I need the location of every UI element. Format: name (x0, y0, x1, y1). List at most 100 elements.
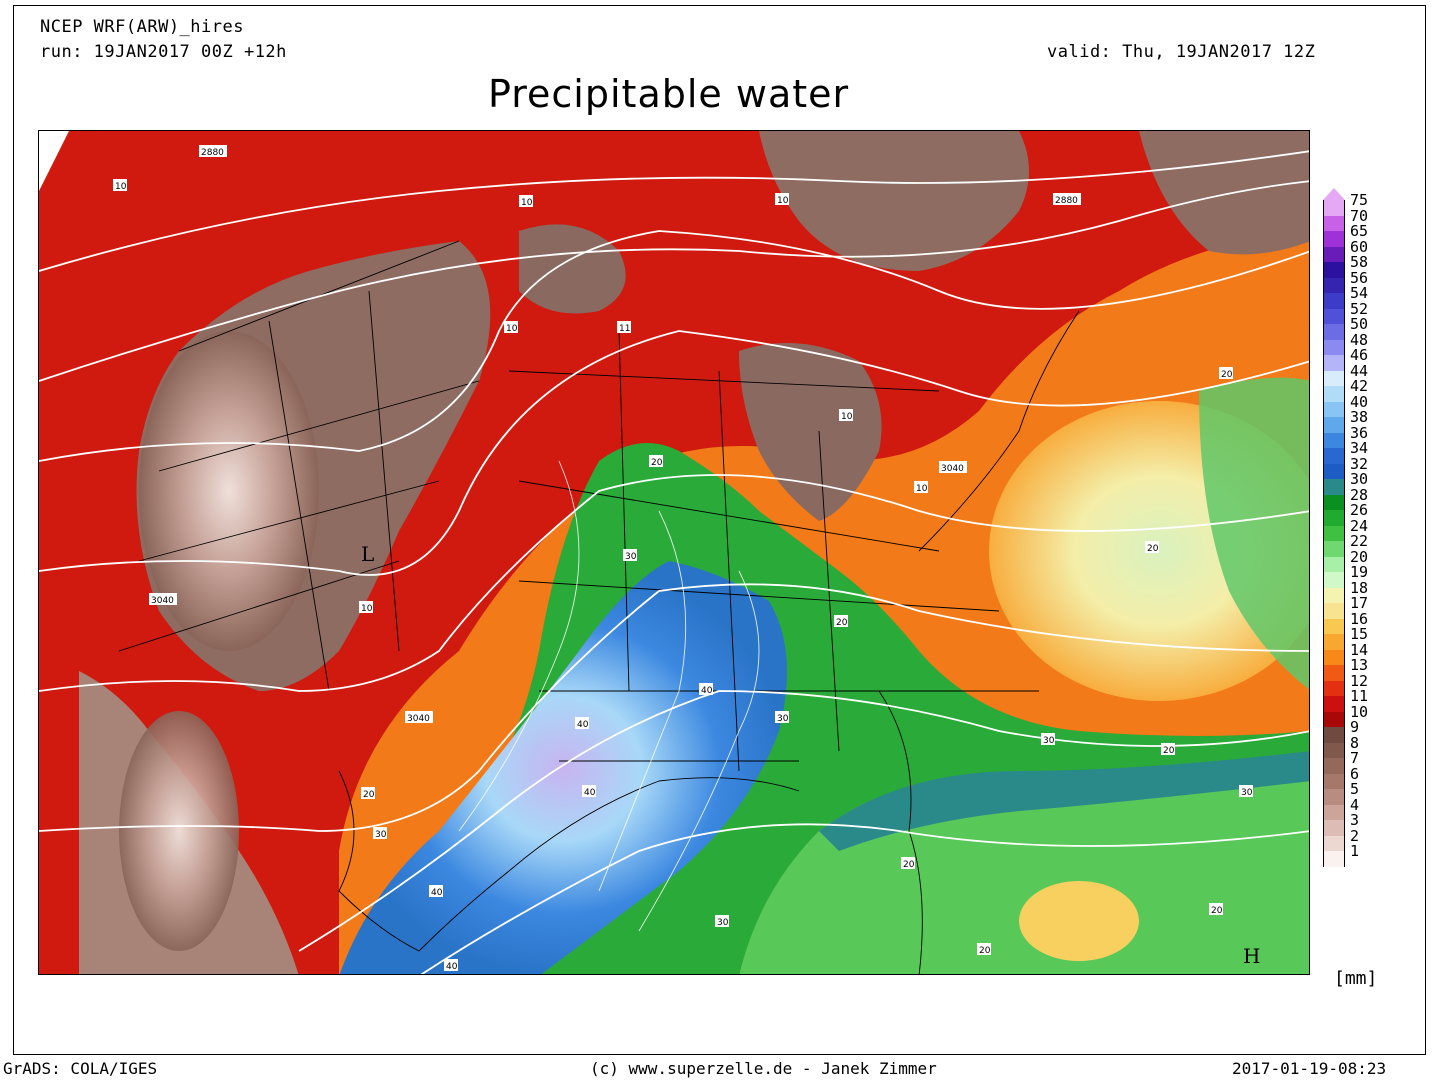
legend-swatch (1323, 789, 1345, 805)
chart-frame (13, 5, 1426, 1055)
label-3040-south: 3040 (407, 714, 430, 724)
legend-label: 22 (1350, 532, 1369, 550)
legend-swatch (1323, 200, 1345, 216)
legend-swatch (1323, 665, 1345, 681)
legend-label: 12 (1350, 671, 1369, 690)
svg-text:10: 10 (841, 412, 853, 422)
legend-label: 28 (1350, 485, 1369, 504)
svg-text:20: 20 (903, 860, 915, 870)
svg-text:30: 30 (1241, 788, 1253, 798)
legend-label: 19 (1350, 563, 1369, 581)
legend-swatch (1323, 603, 1345, 619)
svg-text:40: 40 (701, 686, 713, 696)
legend-swatch (1323, 231, 1345, 247)
legend-label: 18 (1350, 578, 1369, 597)
legend-label: 10 (1350, 702, 1369, 721)
legend-swatch (1323, 680, 1345, 696)
svg-text:30: 30 (375, 830, 387, 840)
svg-text:30: 30 (1043, 736, 1055, 746)
svg-text:30: 30 (625, 552, 637, 562)
legend-swatch (1323, 649, 1345, 665)
precipitable-water-map: 2880 2880 3040 3040 3040 10 10 10 10 11 … (38, 130, 1310, 975)
legend-swatch (1323, 246, 1345, 262)
legend-label: 5 (1350, 780, 1360, 798)
legend-label: 2 (1350, 826, 1360, 845)
svg-text:20: 20 (651, 458, 663, 468)
legend-label: 17 (1350, 594, 1369, 612)
legend-label: 4 (1350, 795, 1360, 814)
legend-label: 8 (1350, 733, 1360, 752)
legend-label: 58 (1350, 253, 1369, 271)
legend-label: 30 (1350, 470, 1369, 488)
svg-text:10: 10 (506, 324, 518, 334)
legend-swatch (1323, 386, 1345, 402)
legend-swatch (1323, 262, 1345, 278)
svg-text:30: 30 (777, 714, 789, 724)
legend-swatch (1323, 572, 1345, 588)
svg-text:20: 20 (363, 790, 375, 800)
svg-text:10: 10 (521, 198, 533, 208)
legend-swatch (1323, 370, 1345, 386)
legend-label: 42 (1350, 377, 1369, 395)
legend-label: 16 (1350, 609, 1369, 628)
svg-text:20: 20 (1147, 544, 1159, 554)
legend-swatch (1323, 308, 1345, 324)
legend-label: 15 (1350, 625, 1369, 643)
legend-swatch (1323, 355, 1345, 371)
svg-text:10: 10 (115, 182, 127, 192)
legend-label: 38 (1350, 408, 1369, 426)
legend-label: 75 (1350, 191, 1369, 209)
legend-swatch (1323, 479, 1345, 495)
legend-top-arrow (1323, 188, 1345, 200)
legend-swatch (1323, 339, 1345, 355)
footer-credit: (c) www.superzelle.de - Janek Zimmer (590, 1059, 937, 1078)
svg-text:10: 10 (777, 196, 789, 206)
legend-swatch (1323, 401, 1345, 417)
legend-label: 24 (1350, 516, 1369, 535)
dry-region-great-lakes (739, 343, 882, 521)
svg-text:20: 20 (836, 618, 848, 628)
legend-label: 26 (1350, 501, 1369, 519)
legend-swatch (1323, 727, 1345, 743)
legend-label: 36 (1350, 423, 1369, 442)
legend-swatch (1323, 432, 1345, 448)
legend-label: 48 (1350, 330, 1369, 349)
legend-label: 65 (1350, 222, 1369, 240)
legend-swatch (1323, 556, 1345, 572)
run-time: run: 19JAN2017 00Z +12h (40, 42, 287, 62)
legend-swatch (1323, 820, 1345, 836)
svg-text:11: 11 (619, 324, 630, 334)
label-3040-west: 3040 (151, 596, 174, 606)
label-3040-east: 3040 (941, 464, 964, 474)
legend-label: 52 (1350, 299, 1369, 318)
legend-swatch (1323, 804, 1345, 820)
svg-text:40: 40 (577, 720, 589, 730)
legend-label: 7 (1350, 749, 1360, 767)
svg-text:30: 30 (717, 918, 729, 928)
legend-label: 70 (1350, 206, 1369, 225)
legend-swatch (1323, 634, 1345, 650)
legend-swatch (1323, 215, 1345, 231)
svg-text:40: 40 (446, 962, 458, 972)
svg-text:20: 20 (1163, 746, 1175, 756)
contour-labels: 2880 2880 3040 3040 3040 10 10 10 10 11 … (113, 145, 1253, 972)
legend-label: 50 (1350, 315, 1369, 333)
legend-swatch (1323, 587, 1345, 603)
valid-time: valid: Thu, 19JAN2017 12Z (1047, 42, 1316, 62)
legend-label: 32 (1350, 454, 1369, 473)
legend-swatch (1323, 293, 1345, 309)
high-pressure-center: H (1243, 944, 1260, 968)
model-name: NCEP WRF(ARW)_hires (40, 17, 244, 37)
legend-label: 44 (1350, 361, 1369, 380)
legend-swatch (1323, 510, 1345, 526)
legend-label: 20 (1350, 547, 1369, 566)
legend-bottom-arrow (1323, 866, 1345, 879)
legend-swatch (1323, 277, 1345, 293)
legend-label: 6 (1350, 764, 1360, 783)
legend-swatch (1323, 711, 1345, 727)
legend-swatch (1323, 525, 1345, 541)
legend-label: 46 (1350, 346, 1369, 364)
legend-label: 34 (1350, 439, 1369, 457)
low-pressure-center: L (361, 542, 374, 566)
legend-swatch (1323, 463, 1345, 479)
